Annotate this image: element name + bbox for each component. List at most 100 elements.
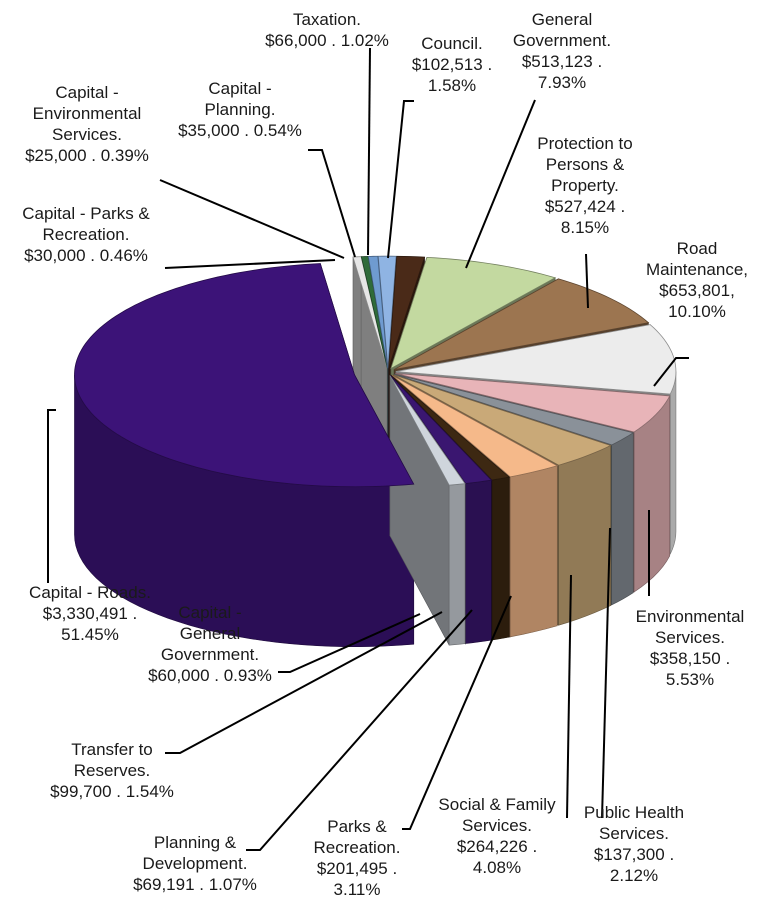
- data-label-social-family-services: Social & Family Services. $264,226 . 4.08%: [438, 795, 556, 877]
- data-label-public-health-services: Public Health Services. $137,300 . 2.12%: [584, 803, 684, 885]
- data-label-line: Capital -: [178, 603, 241, 622]
- leader-line-taxation: [367, 47, 371, 256]
- data-label-line: $99,700 . 1.54%: [50, 782, 174, 801]
- data-label-line: Services.: [52, 125, 122, 144]
- data-label-line: $66,000 . 1.02%: [265, 31, 389, 50]
- slice-protection-to-persons-property: [393, 278, 650, 370]
- leader-line-protection-to-persons-property: [585, 253, 589, 309]
- leader-line-public-health-services: [601, 527, 611, 819]
- data-label-line: Public Health: [584, 803, 684, 822]
- data-label-line: Reserves.: [74, 761, 151, 780]
- slice-transfer-to-reserves: [390, 375, 493, 484]
- slice-parks-recreation: [391, 374, 559, 478]
- leader-line-general-government: [465, 99, 536, 269]
- data-label-line: $653,801,: [659, 281, 735, 300]
- slice-capital-roads: [74, 263, 415, 488]
- slice-public-health-services-outer-wall: [611, 432, 634, 606]
- data-label-line: $264,226 .: [457, 837, 537, 856]
- data-label-capital-roads: Capital - Roads. $3,330,491 . 51.45%: [29, 583, 151, 644]
- data-label-line: $35,000 . 0.54%: [178, 121, 302, 140]
- leader-line-planning-development: [246, 609, 473, 851]
- leader-line-capital-general-government: [278, 613, 421, 673]
- data-label-line: 2.12%: [610, 866, 658, 885]
- slice-capital-planning: [367, 255, 388, 369]
- slice-social-family-services: [393, 374, 612, 466]
- data-label-line: $69,191 . 1.07%: [133, 875, 257, 894]
- data-label-line: Recreation.: [43, 225, 130, 244]
- data-label-line: Recreation.: [314, 838, 401, 857]
- slice-council: [388, 255, 426, 369]
- data-label-line: Environmental: [636, 607, 745, 626]
- leader-lines: [47, 47, 689, 851]
- data-label-line: Capital - Parks &: [22, 204, 150, 223]
- data-label-line: Environmental: [33, 104, 142, 123]
- data-label-line: Property.: [551, 176, 619, 195]
- data-label-line: $102,513 .: [412, 55, 492, 74]
- data-label-line: Planning &: [154, 833, 237, 852]
- slice-public-health-services: [394, 373, 635, 446]
- data-label-line: Government.: [161, 645, 259, 664]
- pie-top-faces: [74, 255, 677, 488]
- data-label-line: Maintenance,: [646, 260, 748, 279]
- data-label-line: Government.: [513, 31, 611, 50]
- data-label-line: Transfer to: [71, 740, 153, 759]
- data-label-capital-parks-recreation: Capital - Parks & Recreation. $30,000 . 0.…: [22, 204, 150, 265]
- data-label-line: Services.: [655, 628, 725, 647]
- data-label-parks-recreation: Parks & Recreation. $201,495 . 3.11%: [314, 817, 401, 899]
- data-label-line: Services.: [599, 824, 669, 843]
- data-label-capital-environmental-services: Capital - Environmental Services. $25,000 .…: [25, 83, 149, 165]
- data-label-line: $137,300 .: [594, 845, 674, 864]
- data-label-line: 7.93%: [538, 73, 586, 92]
- slice-environmental-services: [395, 373, 671, 433]
- data-label-line: General: [532, 10, 592, 29]
- data-label-line: $513,123 .: [522, 52, 602, 71]
- data-label-protection-to-persons-property: Protection to Persons & Property. $527,424 …: [537, 134, 632, 237]
- data-label-line: Parks &: [327, 817, 387, 836]
- leader-line-road-maintenance: [653, 357, 689, 387]
- data-label-line: 3.11%: [334, 880, 381, 899]
- data-label-line: $201,495 .: [317, 859, 397, 878]
- data-label-line: Social & Family: [438, 795, 556, 814]
- data-label-line: Persons &: [546, 155, 625, 174]
- data-label-line: $3,330,491 .: [43, 604, 138, 623]
- leader-line-parks-recreation: [402, 595, 512, 830]
- data-label-line: 10.10%: [668, 302, 726, 321]
- slice-road-maintenance-outer-wall: [669, 371, 677, 555]
- slice-planning-development-outer-wall: [491, 476, 510, 641]
- data-label-line: Capital - Roads.: [29, 583, 151, 602]
- data-label-line: $527,424 .: [545, 197, 625, 216]
- data-label-line: General: [180, 624, 240, 643]
- data-label-line: $358,150 .: [650, 649, 730, 668]
- data-label-line: 51.45%: [61, 625, 119, 644]
- slice-planning-development: [390, 375, 511, 481]
- data-label-line: 1.58%: [428, 76, 476, 95]
- slice-social-family-services-outer-wall: [558, 445, 611, 626]
- slice-general-government: [390, 256, 557, 370]
- data-label-line: 4.08%: [473, 858, 521, 877]
- data-label-line: Development.: [143, 854, 248, 873]
- data-label-planning-development: Planning & Development. $69,191 . 1.07%: [133, 833, 257, 894]
- slice-transfer-to-reserves-outer-wall: [465, 479, 492, 644]
- data-label-capital-general-government: Capital - General Government. $60,000 . 0.9…: [148, 603, 272, 685]
- data-label-line: $60,000 . 0.93%: [148, 666, 272, 685]
- data-label-general-government: General Government. $513,123 . 7.93%: [513, 10, 611, 92]
- data-label-taxation: Taxation. $66,000 . 1.02%: [265, 10, 389, 50]
- data-label-capital-planning: Capital - Planning. $35,000 . 0.54%: [178, 79, 302, 140]
- data-label-line: Capital -: [208, 79, 271, 98]
- data-label-council: Council. $102,513 . 1.58%: [412, 34, 492, 95]
- data-label-line: 5.53%: [666, 670, 714, 689]
- data-label-line: Council.: [421, 34, 482, 53]
- data-label-line: Road: [677, 239, 718, 258]
- data-label-line: Planning.: [205, 100, 276, 119]
- data-label-environmental-services: Environmental Services. $358,150 . 5.53%: [636, 607, 745, 689]
- leader-line-transfer-to-reserves: [165, 611, 443, 754]
- data-label-line: Capital -: [55, 83, 118, 102]
- data-label-road-maintenance: Road Maintenance, $653,801, 10.10%: [646, 239, 748, 321]
- slice-parks-recreation-outer-wall: [509, 465, 558, 638]
- slice-road-maintenance: [395, 324, 677, 395]
- data-labels: Taxation. $66,000 . 1.02% Council. $102,513…: [22, 10, 748, 899]
- data-label-line: 8.15%: [561, 218, 609, 237]
- data-label-line: Protection to: [537, 134, 632, 153]
- data-label-transfer-to-reserves: Transfer to Reserves. $99,700 . 1.54%: [50, 740, 174, 801]
